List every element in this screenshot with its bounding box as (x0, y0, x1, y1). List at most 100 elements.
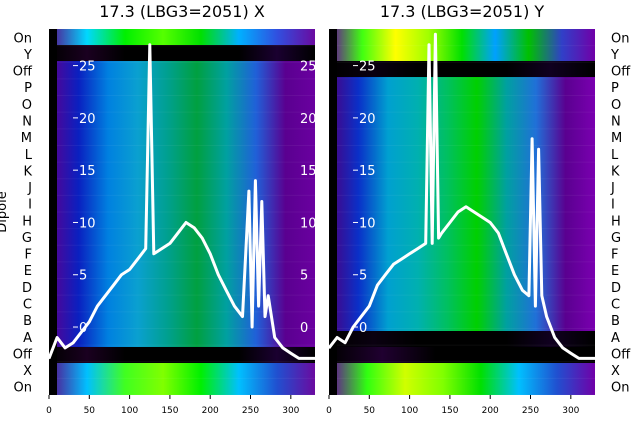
y-tick-label-right: 25 (300, 60, 317, 75)
series-point (225, 289, 228, 292)
row-label: B (23, 314, 32, 329)
chart-title: 17.3 (LBG3=2051) Y (380, 2, 545, 21)
series-point (298, 357, 300, 360)
series-point (336, 336, 338, 339)
series-point (408, 253, 411, 255)
series-point (531, 138, 533, 140)
row-label: D (22, 281, 32, 296)
row-label: O (611, 98, 621, 113)
x-tick-label: 50 (84, 406, 96, 416)
row-label: Off (13, 65, 33, 80)
series-point (264, 315, 266, 318)
row-label: F (611, 248, 618, 263)
series-point (416, 247, 419, 250)
row-label: A (23, 331, 32, 346)
series-point (465, 205, 467, 208)
x-tick-label: 200 (482, 406, 499, 416)
heatmap-band (49, 45, 315, 61)
series-point (128, 268, 131, 271)
series-line (327, 32, 595, 360)
series-point (545, 315, 548, 318)
series-point (120, 273, 123, 276)
x-tick-label: 100 (121, 406, 138, 416)
row-label: H (611, 214, 621, 229)
row-label: E (24, 264, 32, 279)
y-tick-label-right: 15 (300, 164, 317, 179)
series-point (248, 190, 250, 192)
series-point (578, 357, 580, 360)
series-point (281, 347, 284, 349)
row-label: J (610, 181, 615, 196)
series-point (148, 43, 151, 46)
y-tick-label: 0 (359, 321, 367, 336)
series-point (570, 352, 572, 354)
series-point (344, 341, 346, 344)
series-point (497, 232, 500, 234)
series-point (261, 200, 263, 203)
y-tick-label: 5 (79, 269, 87, 284)
series-point (209, 253, 212, 255)
series-point (360, 315, 363, 318)
row-label: J (27, 181, 32, 196)
y-tick-label: 20 (79, 112, 96, 127)
series-point (152, 253, 155, 255)
row-label: O (22, 98, 32, 113)
row-label: F (25, 248, 32, 263)
y-tick-label: 25 (359, 60, 376, 75)
row-label: C (611, 298, 620, 313)
row-label: P (611, 81, 619, 96)
series-point (521, 289, 524, 292)
series-point (431, 242, 433, 245)
series-point (254, 179, 257, 182)
series-point (368, 305, 371, 307)
row-label: On (611, 381, 629, 396)
y-tick-label: 15 (359, 164, 376, 179)
chart-title: 17.3 (LBG3=2051) X (99, 2, 265, 21)
x-tick-label: 300 (282, 406, 299, 416)
heatmap-band (49, 347, 315, 363)
series-point (136, 258, 139, 260)
heatmap-band (329, 29, 595, 61)
row-label: Y (610, 48, 619, 63)
y-tick-label: 20 (359, 112, 376, 127)
series-point (144, 247, 147, 250)
series-point (56, 336, 58, 339)
left-edge-strip (49, 29, 57, 395)
series-point (513, 273, 516, 276)
series-point (473, 211, 475, 213)
series-point (241, 315, 244, 318)
x-tick-label: 100 (401, 406, 418, 416)
x-tick-label: 0 (46, 406, 52, 416)
row-label: G (22, 231, 32, 246)
heatmap-band (49, 363, 315, 395)
series-point (290, 352, 292, 354)
x-tick-label: 150 (441, 406, 458, 416)
x-tick-label: 250 (242, 406, 259, 416)
y-tick-label: 5 (359, 269, 367, 284)
row-label: M (21, 131, 32, 146)
y-tick-label-right: 20 (300, 112, 317, 127)
row-label: N (22, 115, 32, 130)
series-point (177, 232, 179, 234)
series-point (561, 347, 564, 349)
series-point (306, 357, 308, 360)
y-tick-label-right: 10 (300, 216, 317, 231)
x-tick-label: 200 (202, 406, 219, 416)
series-point (72, 341, 74, 344)
y-tick-label: 25 (79, 60, 96, 75)
series-point (80, 331, 83, 334)
heatmap-band (49, 29, 315, 45)
series-point (88, 321, 91, 323)
series-point (64, 347, 66, 349)
x-tick-label: 0 (326, 406, 332, 416)
row-label: X (611, 364, 620, 379)
series-point (449, 221, 451, 224)
series-point (424, 242, 427, 245)
series-point (376, 284, 379, 287)
row-label: H (22, 214, 32, 229)
series-point (314, 357, 316, 360)
series-point (434, 33, 437, 36)
y-tick-label: 15 (79, 164, 96, 179)
heatmap-band (329, 331, 595, 347)
